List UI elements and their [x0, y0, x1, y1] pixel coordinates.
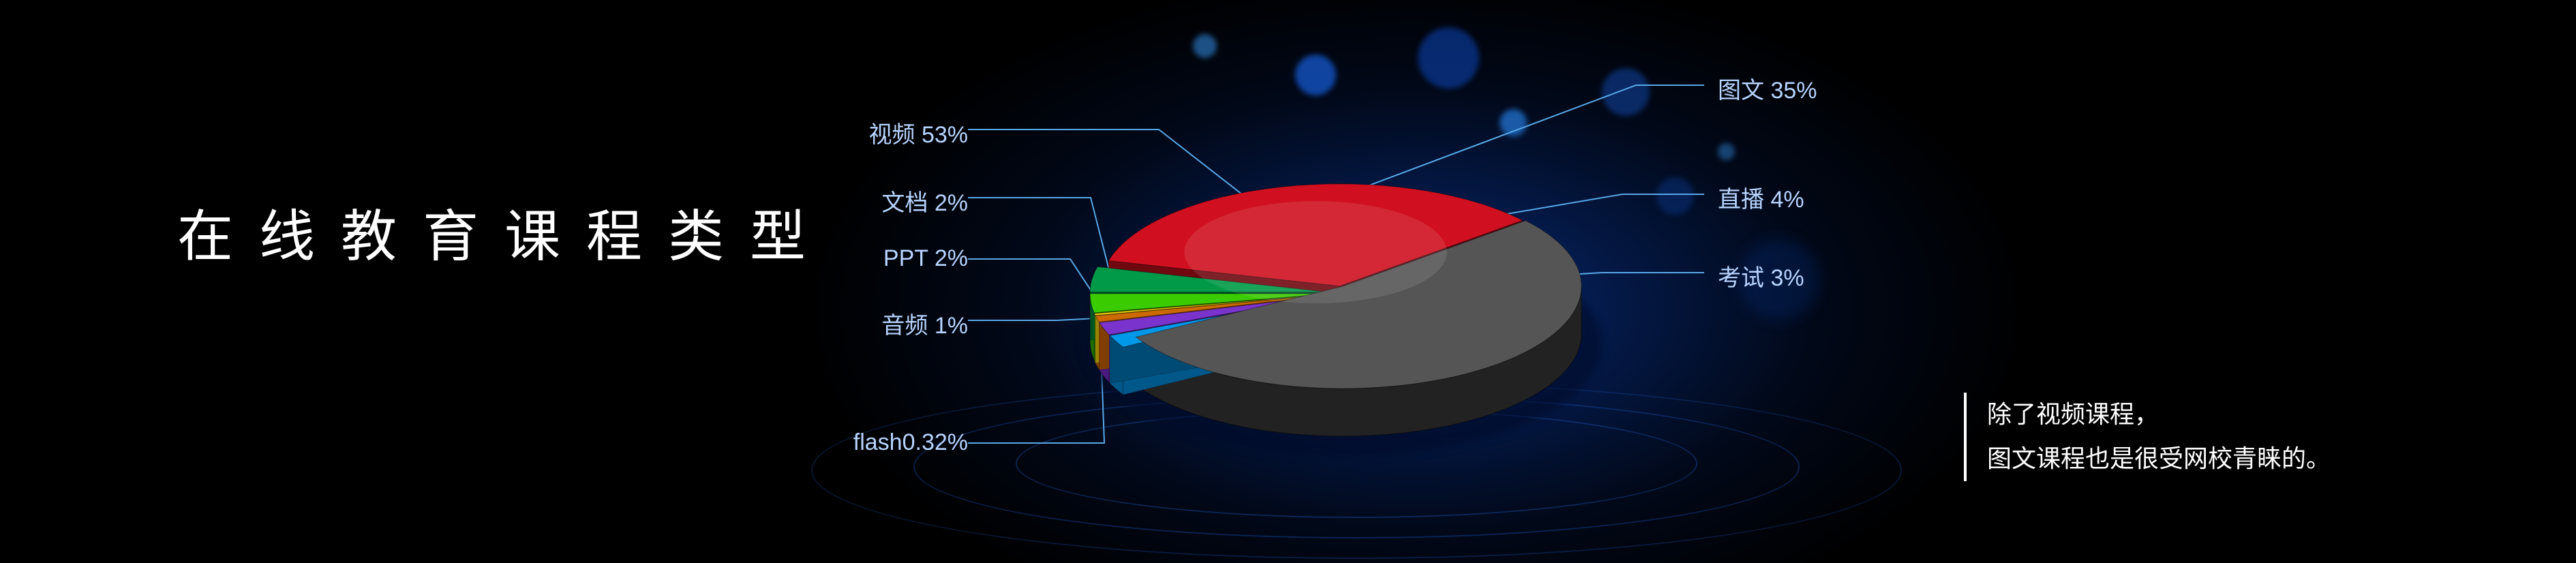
pie-chart	[1036, 123, 1650, 477]
bokeh-dot	[1193, 34, 1217, 58]
slice-label-flash: flash0.32%	[804, 429, 968, 456]
bokeh-dot	[1718, 143, 1735, 160]
slice-label-video: 视频 53%	[804, 116, 968, 149]
bokeh-dot	[1295, 55, 1336, 95]
bokeh-dot	[1656, 177, 1694, 215]
bokeh-dot	[1418, 27, 1479, 89]
slice-label-zhibo: 直播 4%	[1718, 181, 1804, 214]
caption: 除了视频课程， 图文课程也是很受网校青睐的。	[1964, 393, 2331, 481]
slice-label-kaoshi: 考试 3%	[1718, 259, 1804, 292]
slice-label-ppt: PPT 2%	[804, 245, 968, 272]
caption-line-2: 图文课程也是很受网校青睐的。	[1987, 437, 2331, 481]
caption-line-1: 除了视频课程，	[1987, 393, 2331, 437]
slice-label-doc: 文档 2%	[804, 184, 968, 217]
pie-svg	[1036, 123, 1650, 477]
bokeh-dot	[1602, 68, 1650, 116]
slice-label-tuwen: 图文 35%	[1718, 72, 1817, 105]
page-title: 在线教育课程类型	[177, 191, 832, 272]
slice-label-audio: 音频 1%	[804, 307, 968, 340]
